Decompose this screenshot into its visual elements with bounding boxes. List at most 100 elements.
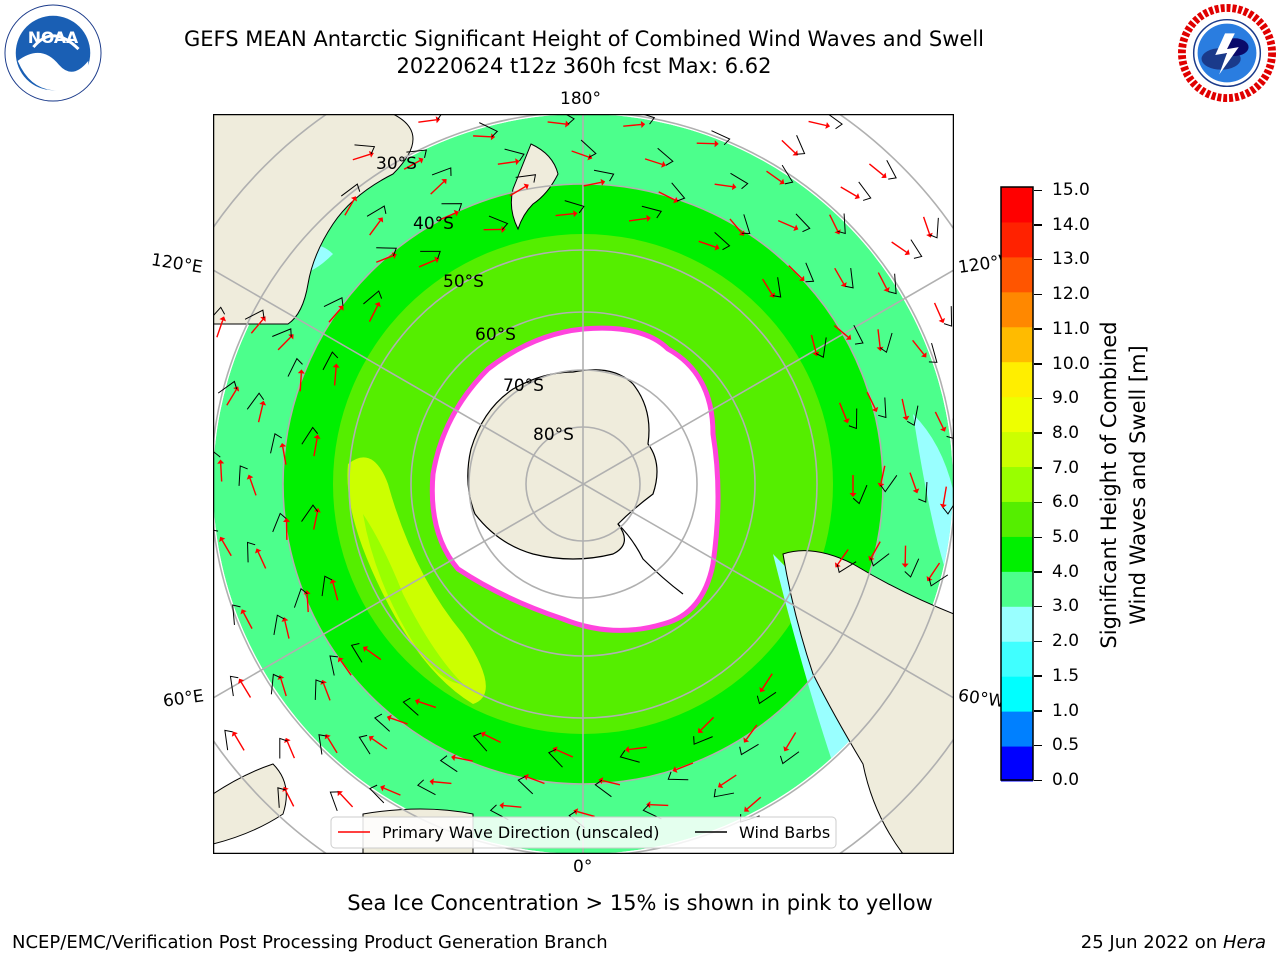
wind-barb <box>805 262 815 283</box>
wave-direction-arrow <box>696 140 719 148</box>
colorbar-tick-mark <box>1034 501 1042 504</box>
colorbar-tick-mark <box>1034 224 1042 226</box>
wave-direction-arrow <box>403 157 424 170</box>
lat-label-60s: 60°S <box>475 325 516 345</box>
wind-barb <box>796 135 806 155</box>
wind-barb <box>272 512 287 533</box>
wave-direction-arrow <box>277 674 287 697</box>
wind-barb <box>547 748 563 768</box>
wind-barb <box>402 697 419 716</box>
calm-sea-pacific <box>913 414 953 594</box>
wind-barb <box>781 164 794 185</box>
wind-barb <box>340 183 361 197</box>
wind-barb <box>741 214 751 234</box>
wind-barb <box>229 675 239 697</box>
vector-layer <box>213 114 954 829</box>
colorbar-tick-mark <box>1034 779 1042 781</box>
wind-barb <box>358 734 371 755</box>
wave-direction-arrow <box>497 158 520 166</box>
wind-barb <box>279 737 288 759</box>
wind-barb <box>641 205 663 219</box>
wind-barb <box>323 297 344 308</box>
wind-barb <box>888 273 897 295</box>
wave-direction-arrow <box>866 391 879 413</box>
wave-direction-arrow <box>303 590 311 613</box>
colorbar-tick-mark <box>1034 397 1042 400</box>
wind-barb <box>437 114 443 120</box>
sea-ice-caption: Sea Ice Concentration > 15% is shown in … <box>347 891 933 915</box>
wave-direction-arrow <box>523 773 545 785</box>
wave-direction-arrow <box>833 324 852 340</box>
wave-direction-arrow <box>714 183 737 191</box>
wind-barb <box>657 147 674 166</box>
wave-direction-arrow <box>628 214 651 222</box>
antarctica-landmass <box>467 369 658 560</box>
colorbar-tick-label: 13.0 <box>1052 249 1090 270</box>
wave-direction-arrow <box>781 139 798 156</box>
high-wave-core <box>363 514 463 684</box>
colorbar-tick-mark <box>1034 710 1042 712</box>
wave-direction-arrow <box>369 217 384 236</box>
colorbar-tick-mark <box>1034 605 1042 608</box>
wave-direction-arrow <box>783 732 797 752</box>
wind-barb <box>321 575 333 597</box>
wind-barb <box>713 788 735 798</box>
wave-direction-arrow <box>368 302 381 322</box>
wave-direction-arrow <box>912 339 927 358</box>
wind-barb <box>247 541 256 563</box>
wind-barb <box>827 114 843 130</box>
colorbar-tick-label: 1.0 <box>1052 700 1080 721</box>
wave-direction-arrow <box>717 774 737 788</box>
colorbar-tick-mark <box>1034 363 1042 365</box>
wind-barb <box>504 148 525 162</box>
wind-barb <box>795 213 811 233</box>
colorbar-block <box>1001 676 1033 712</box>
wave-direction-arrow <box>216 316 227 338</box>
wave-direction-arrow <box>788 265 805 281</box>
wave-direction-arrow <box>672 762 694 773</box>
lat-label-70s: 70°S <box>503 376 544 396</box>
colorbar-block <box>1001 711 1033 747</box>
wind-barb <box>472 732 488 752</box>
colorbar-tick-mark <box>1034 675 1042 677</box>
wind-barb <box>594 779 612 798</box>
colorbar-tick-mark <box>1034 744 1042 747</box>
wind-barb <box>376 247 397 256</box>
wave-direction-arrow <box>761 278 775 298</box>
wind-barb <box>918 482 928 503</box>
lon-label-120e: 120°E <box>149 250 204 278</box>
colorbar-tick-label: 4.0 <box>1052 561 1080 582</box>
wave-direction-arrow <box>281 617 290 639</box>
wind-barb <box>374 713 391 732</box>
wave-direction-arrow <box>547 120 570 128</box>
wind-barb <box>711 130 731 146</box>
map-border <box>213 114 954 854</box>
wave-direction-arrow <box>777 219 799 231</box>
colorbar-block <box>1001 746 1033 782</box>
colorbar-tick-label: 12.0 <box>1052 284 1090 305</box>
colorbar-block <box>1001 536 1033 572</box>
colorbar-tick-mark <box>1034 571 1042 573</box>
wave-direction-arrow <box>279 442 287 465</box>
colorbar-block <box>1001 466 1033 502</box>
wave-direction-arrow <box>909 472 920 494</box>
colorbar-tick-label: 10.0 <box>1052 353 1090 374</box>
wave-direction-arrow <box>337 790 354 808</box>
wind-barb <box>880 474 898 493</box>
wind-barb <box>329 791 339 812</box>
footer-date: 25 Jun 2022 on Hera <box>1081 932 1266 953</box>
wave-direction-arrow <box>480 731 501 743</box>
wind-barb <box>224 729 233 751</box>
colorbar-tick-label: 15.0 <box>1052 180 1090 200</box>
wind-barb <box>858 181 872 201</box>
wind-barb <box>329 655 338 676</box>
wind-barb <box>517 775 534 795</box>
noaa-logo-icon: NOAA <box>4 4 102 102</box>
wind-barb <box>287 357 303 377</box>
colorbar-tick-mark <box>1034 328 1042 330</box>
wave-direction-arrow <box>901 398 910 421</box>
wave-direction-arrow <box>337 657 352 676</box>
wave-direction-arrow <box>868 541 881 561</box>
colorbar-tick-label: 9.0 <box>1052 388 1080 409</box>
wind-barb <box>667 771 689 781</box>
